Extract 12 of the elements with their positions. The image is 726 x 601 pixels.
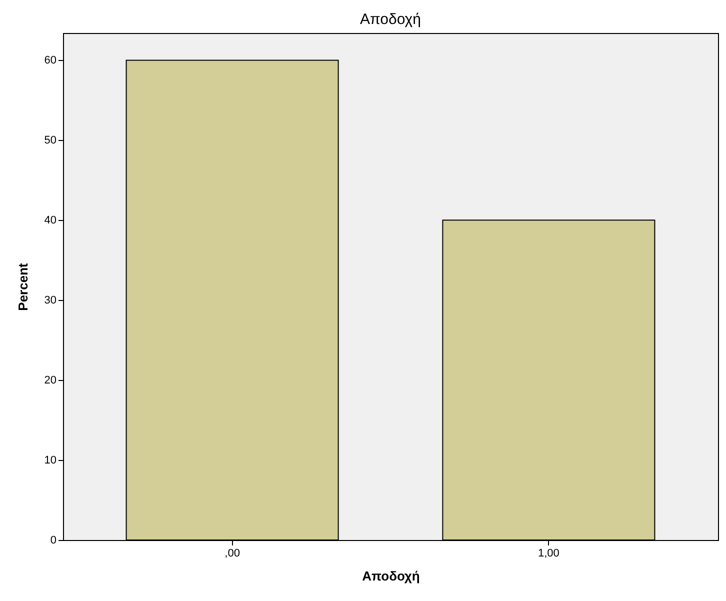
x-tick-label: 1,00: [538, 548, 560, 560]
y-tick-label: 30: [44, 294, 56, 307]
y-tick-label: 20: [44, 374, 56, 387]
y-tick-label: 40: [44, 214, 56, 227]
y-axis-title: Percent: [15, 262, 30, 311]
y-tick-label: 10: [44, 454, 56, 467]
y-tick-label: 60: [44, 54, 56, 67]
y-tick-label: 50: [44, 134, 56, 147]
chart-title: Αποδοχή: [360, 11, 421, 28]
x-tick-label: ,00: [224, 548, 240, 560]
y-tick-label: 0: [50, 534, 56, 546]
x-axis-title: Αποδοχή: [362, 568, 420, 584]
